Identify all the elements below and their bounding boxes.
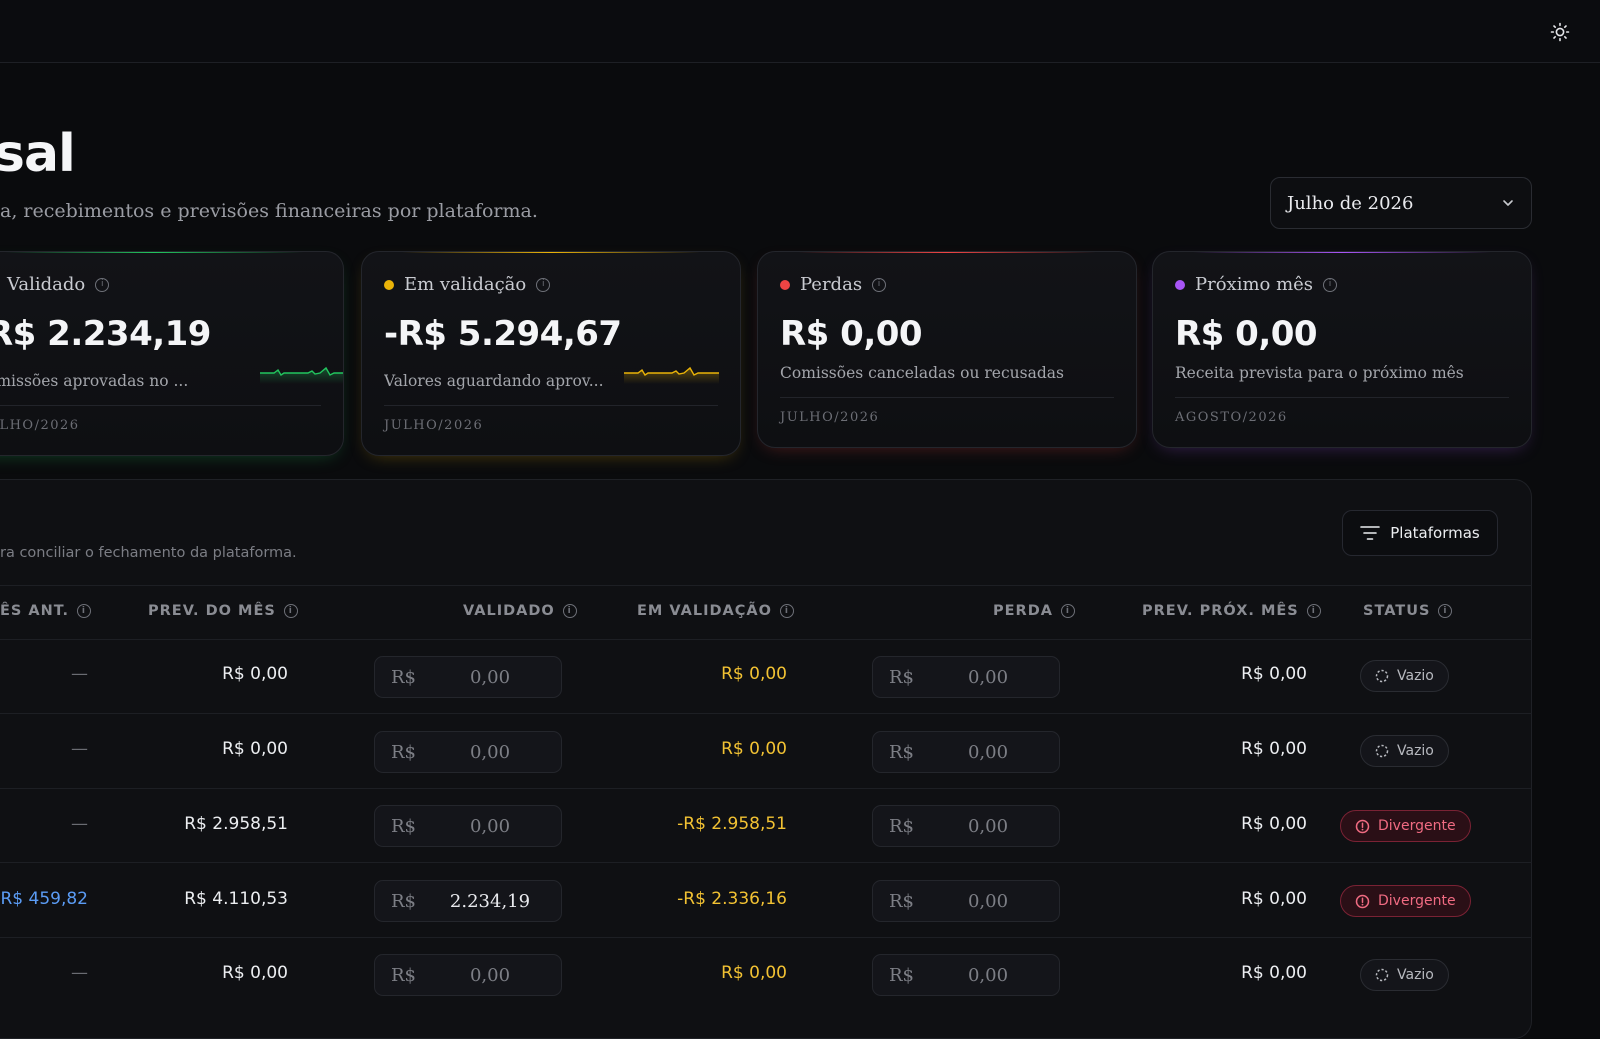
status-badge: Divergente — [1340, 810, 1471, 842]
card-period: ULHO/2026 — [0, 418, 80, 433]
empty-circle-icon — [1375, 669, 1389, 683]
cell-prev-prox: R$ 0,00 — [1241, 664, 1307, 684]
platforms-table-panel — [0, 479, 1532, 1039]
page-title: sal — [0, 124, 76, 184]
status-badge: Divergente — [1340, 885, 1471, 917]
info-icon[interactable]: i — [562, 604, 577, 618]
card-label: Em validação — [404, 274, 527, 295]
cell-prev-prox: R$ 0,00 — [1241, 889, 1307, 909]
card-description: Receita prevista para o próximo mês — [1175, 364, 1464, 382]
card-validado: Validado i R$ 2.234,19 omissões aprovada… — [0, 251, 344, 456]
sparkline — [260, 366, 343, 384]
card-value: R$ 2.234,19 — [0, 314, 211, 354]
info-icon[interactable]: i — [1060, 604, 1075, 618]
empty-circle-icon — [1375, 744, 1389, 758]
validado-input[interactable]: R$ 0,00 — [374, 805, 562, 847]
validado-input[interactable]: R$ 2.234,19 — [374, 880, 562, 922]
card-value: -R$ 5.294,67 — [384, 314, 622, 354]
cell-em-validacao: -R$ 2.336,16 — [677, 889, 787, 909]
alert-circle-icon — [1355, 819, 1370, 833]
col-header-prev-ant[interactable]: ÊS ANT. i — [0, 603, 91, 619]
cell-prev-ant: — — [71, 814, 88, 834]
info-icon[interactable]: i — [95, 277, 110, 292]
card-label: Validado — [7, 274, 86, 295]
cell-prev-ant: — — [71, 963, 88, 983]
top-bar — [0, 0, 1600, 63]
cell-em-validacao: -R$ 2.958,51 — [677, 814, 787, 834]
alert-circle-icon — [1355, 894, 1370, 908]
card-description: omissões aprovadas no ... — [0, 372, 189, 390]
status-badge: Vazio — [1360, 660, 1449, 692]
status-badge: Vazio — [1360, 735, 1449, 767]
cell-prev-prox: R$ 0,00 — [1241, 739, 1307, 759]
validado-input[interactable]: R$ 0,00 — [374, 656, 562, 698]
validado-input[interactable]: R$ 0,00 — [374, 731, 562, 773]
card-value: R$ 0,00 — [1175, 314, 1318, 354]
cell-prev-mes: R$ 0,00 — [222, 963, 288, 983]
cell-em-validacao: R$ 0,00 — [721, 664, 787, 684]
info-icon[interactable]: i — [1306, 604, 1321, 618]
cell-em-validacao: R$ 0,00 — [721, 963, 787, 983]
status-dot — [780, 279, 790, 290]
card-description: Valores aguardando aprov... — [384, 372, 604, 390]
info-icon[interactable]: i — [283, 604, 298, 618]
chevron-down-icon — [1503, 200, 1513, 206]
perda-input[interactable]: R$ 0,00 — [872, 731, 1060, 773]
col-header-validado[interactable]: VALIDADO i — [463, 603, 577, 619]
cell-prev-mes: R$ 0,00 — [222, 664, 288, 684]
col-header-prev-mes[interactable]: PREV. DO MÊS i — [148, 603, 298, 619]
perda-input[interactable]: R$ 0,00 — [872, 880, 1060, 922]
cell-prev-ant: — — [71, 664, 88, 684]
month-select-value: Julho de 2026 — [1287, 192, 1414, 214]
cell-em-validacao: R$ 0,00 — [721, 739, 787, 759]
cell-prev-ant: — — [71, 739, 88, 759]
cell-prev-mes: R$ 2.958,51 — [184, 814, 288, 834]
info-icon[interactable]: i — [1323, 277, 1338, 292]
card-value: R$ 0,00 — [780, 314, 923, 354]
cell-prev-ant: -R$ 459,82 — [0, 889, 88, 909]
perda-input[interactable]: R$ 0,00 — [872, 805, 1060, 847]
card-period: AGOSTO/2026 — [1175, 410, 1288, 425]
col-header-em-validacao[interactable]: EM VALIDAÇÃO i — [637, 603, 794, 619]
info-icon[interactable]: i — [779, 604, 794, 618]
cell-prev-mes: R$ 0,00 — [222, 739, 288, 759]
perda-input[interactable]: R$ 0,00 — [872, 954, 1060, 996]
card-perdas: Perdas i R$ 0,00 Comissões canceladas ou… — [757, 251, 1137, 448]
sparkline — [624, 366, 719, 384]
panel-subtitle: ra conciliar o fechamento da plataforma. — [0, 545, 297, 561]
card-proximo-mes: Próximo mês i R$ 0,00 Receita prevista p… — [1152, 251, 1532, 448]
platforms-filter-label: Plataformas — [1390, 524, 1480, 542]
info-icon[interactable]: i — [1438, 604, 1453, 618]
page-subtitle: a, recebimentos e previsões financeiras … — [0, 200, 538, 222]
card-description: Comissões canceladas ou recusadas — [780, 364, 1064, 382]
empty-circle-icon — [1375, 968, 1389, 982]
sun-icon — [1550, 22, 1570, 42]
platforms-filter-button[interactable]: Plataformas — [1342, 510, 1498, 556]
info-icon[interactable]: i — [872, 277, 887, 292]
validado-input[interactable]: R$ 0,00 — [374, 954, 562, 996]
info-icon[interactable]: i — [76, 604, 91, 618]
col-header-prev-prox[interactable]: PREV. PRÓX. MÊS i — [1142, 603, 1321, 619]
card-em-validacao: Em validação i -R$ 5.294,67 Valores agua… — [361, 251, 741, 456]
cell-prev-mes: R$ 4.110,53 — [184, 889, 288, 909]
card-label: Perdas — [800, 274, 863, 295]
status-dot — [384, 279, 394, 290]
perda-input[interactable]: R$ 0,00 — [872, 656, 1060, 698]
cell-prev-prox: R$ 0,00 — [1241, 963, 1307, 983]
card-period: JULHO/2026 — [384, 418, 484, 433]
theme-toggle-button[interactable] — [1548, 20, 1572, 44]
info-icon[interactable]: i — [536, 277, 551, 292]
col-header-status[interactable]: STATUS i — [1363, 603, 1453, 619]
status-badge: Vazio — [1360, 959, 1449, 991]
status-dot — [1175, 279, 1185, 290]
cell-prev-prox: R$ 0,00 — [1241, 814, 1307, 834]
col-header-perda[interactable]: PERDA i — [993, 603, 1075, 619]
filter-icon — [1360, 526, 1381, 540]
card-label: Próximo mês — [1195, 274, 1314, 295]
card-period: JULHO/2026 — [780, 410, 880, 425]
month-select[interactable]: Julho de 2026 — [1270, 177, 1532, 229]
